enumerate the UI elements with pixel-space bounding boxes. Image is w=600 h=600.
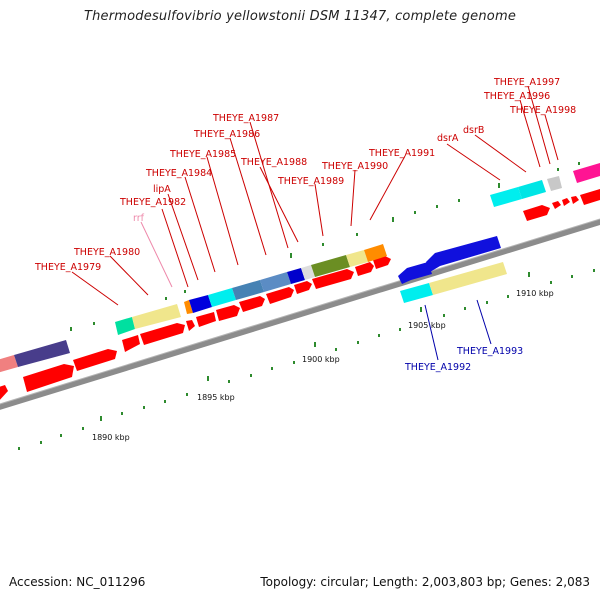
scale-label-1900: 1900 kbp [302,355,340,364]
minus-labels: THEYE_A1992 THEYE_A1993 [404,299,523,373]
scale-label-1905: 1905 kbp [408,321,446,330]
gene-label-THEYE_A1985: THEYE_A1985 [169,149,236,160]
gene-label-THEYE_A1989: THEYE_A1989 [277,176,344,187]
gene-label-THEYE_A1988: THEYE_A1988 [240,157,307,168]
gene-label-THEYE_A1979: THEYE_A1979 [34,262,101,273]
gene-label-THEYE_A1982: THEYE_A1982 [119,197,186,208]
scale-label-1895: 1895 kbp [197,393,235,402]
gene-label-dsrB: dsrB [463,125,484,136]
genome-title: Thermodesulfovibrio yellowstonii DSM 113… [83,9,517,24]
gene-label-THEYE_A1990: THEYE_A1990 [321,161,388,172]
gene-label-THEYE_A1986: THEYE_A1986 [193,129,260,140]
gene-label-THEYE_A1984: THEYE_A1984 [145,168,212,179]
scale-label-1910: 1910 kbp [516,289,554,298]
ticks-lower [18,269,595,450]
gene-label-dsrA: dsrA [437,133,459,144]
minus-strand-features [398,236,507,303]
gene-label-THEYE_A1997: THEYE_A1997 [493,77,560,88]
genome-axis [0,219,600,410]
gene-label-THEYE_A1980: THEYE_A1980 [73,247,140,258]
genome-summary-text: Topology: circular; Length: 2,003,803 bp… [260,575,590,589]
plus-labels: THEYE_A1979 THEYE_A1980 rrf THEYE_A1982 … [34,77,576,306]
gene-label-THEYE_A1993: THEYE_A1993 [456,346,523,357]
gene-label-THEYE_A1987: THEYE_A1987 [212,113,279,124]
gene-label-lipA: lipA [153,184,171,195]
ticks-upper [70,162,580,331]
plus-strand-arrows [0,189,600,400]
gene-label-THEYE_A1998: THEYE_A1998 [509,105,576,116]
plus-strand-features [0,163,600,373]
scale-label-1890: 1890 kbp [92,433,130,442]
gene-label-rrf: rrf [133,213,145,224]
accession-text: Accession: NC_011296 [9,575,146,589]
gene-label-THEYE_A1992: THEYE_A1992 [404,362,471,373]
gene-label-THEYE_A1996: THEYE_A1996 [483,91,550,102]
gene-label-THEYE_A1991: THEYE_A1991 [368,148,435,159]
